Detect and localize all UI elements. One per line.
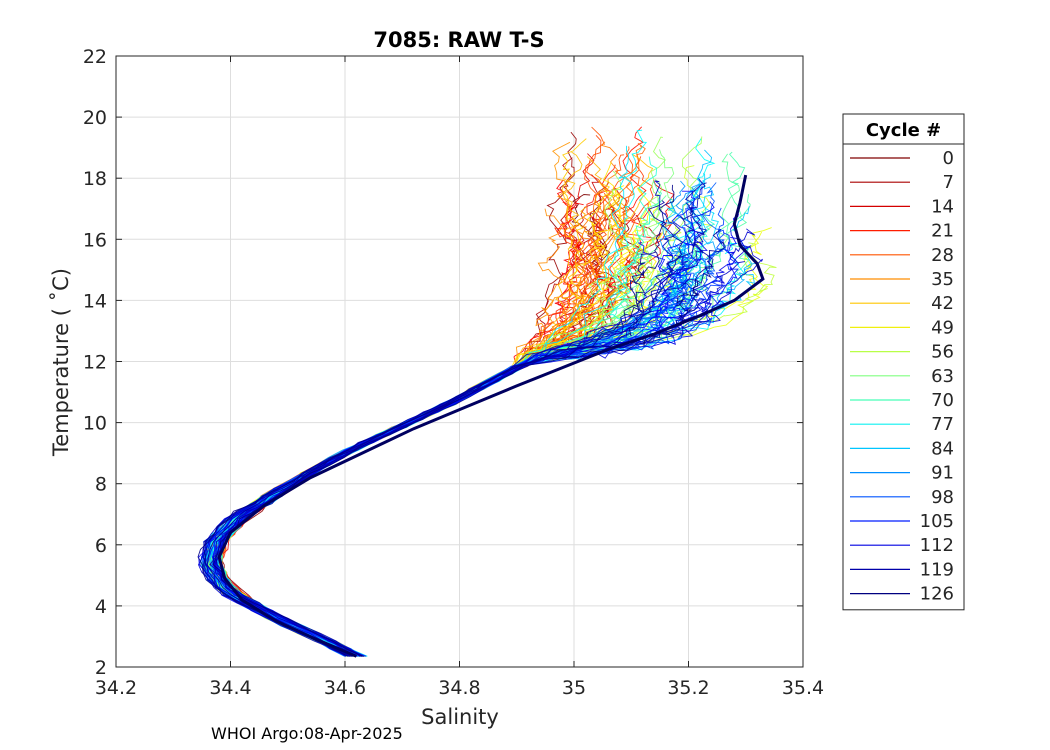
y-tick-label: 6 xyxy=(95,535,107,557)
cycle-profile xyxy=(217,222,583,657)
cycle-profile xyxy=(220,164,616,657)
grid-lines xyxy=(116,56,803,667)
cycle-profile xyxy=(211,126,647,657)
cycle-profile xyxy=(219,212,621,657)
cycle-profile xyxy=(218,157,578,657)
legend-label: 21 xyxy=(931,221,954,242)
cycle-profile xyxy=(216,141,619,657)
legend-label: 119 xyxy=(920,559,954,580)
x-tick-label: 34.4 xyxy=(209,677,251,699)
cycle-profile xyxy=(207,217,606,657)
cycle-profile xyxy=(211,229,703,657)
legend-label: 70 xyxy=(931,390,954,411)
cycle-profile xyxy=(216,131,577,657)
x-tick-label: 35 xyxy=(562,677,586,699)
axis-ticks: 34.2 34.4 34.6 34.8 35 35.2 35.4 2 4 6 8 10 12 14 16 18… xyxy=(83,46,824,699)
footer-credit: WHOI Argo:08-Apr-2025 xyxy=(211,724,403,743)
last-cycle-profile xyxy=(217,174,765,658)
legend-label: 56 xyxy=(931,342,954,363)
legend: Cycle #0 7 14 21 28 35 42 49 56 63 70 77 84 91 98 105 11… xyxy=(842,113,965,611)
cycle-profile xyxy=(205,293,712,657)
legend-label: 98 xyxy=(931,487,954,508)
cycle-profile xyxy=(221,154,625,657)
cycle-profile xyxy=(211,141,584,657)
cycle-profile xyxy=(205,142,646,657)
cycle-profile xyxy=(211,134,611,657)
y-tick-label: 22 xyxy=(83,46,107,68)
cycle-profile xyxy=(202,136,667,657)
y-tick-label: 2 xyxy=(95,657,107,679)
legend-label: 63 xyxy=(931,366,954,387)
y-tick-label: 8 xyxy=(95,474,107,496)
y-tick-label: 18 xyxy=(83,168,107,190)
cycle-profile xyxy=(218,224,584,657)
y-tick-label: 14 xyxy=(83,290,107,312)
legend-label: 14 xyxy=(931,196,954,217)
cycle-profile xyxy=(212,281,700,657)
y-tick-label: 4 xyxy=(95,596,107,618)
legend-label: 49 xyxy=(931,317,954,338)
y-axis-label: Temperature ( ˚C) xyxy=(49,268,73,457)
cycle-profile xyxy=(202,182,708,657)
y-tick-label: 12 xyxy=(83,352,107,374)
cycle-profile xyxy=(206,179,580,657)
cycle-profile xyxy=(220,208,611,657)
legend-box xyxy=(842,113,965,611)
cycle-profile xyxy=(203,229,725,657)
legend-label: 0 xyxy=(943,148,954,169)
x-tick-label: 35.2 xyxy=(667,677,709,699)
cycle-profile xyxy=(207,156,615,657)
cycle-profile xyxy=(206,232,740,657)
cycle-profile xyxy=(211,243,697,657)
cycle-profile xyxy=(210,174,602,657)
cycle-profile xyxy=(198,213,740,657)
cycle-profile xyxy=(211,183,717,657)
cycle-profile xyxy=(216,194,611,657)
ts-profiles xyxy=(197,126,777,658)
cycle-profile xyxy=(215,200,684,657)
y-tick-label: 20 xyxy=(83,107,107,129)
legend-label: 91 xyxy=(931,463,954,484)
legend-label: 35 xyxy=(931,269,954,290)
cycle-profile xyxy=(204,129,648,657)
x-tick-label: 34.8 xyxy=(438,677,480,699)
cycle-profile xyxy=(207,153,595,657)
legend-label: 112 xyxy=(920,535,954,556)
cycle-profile xyxy=(216,179,675,657)
y-tick-label: 10 xyxy=(83,413,107,435)
cycle-profile xyxy=(211,207,727,657)
legend-label: 105 xyxy=(920,511,954,532)
legend-title: Cycle # xyxy=(866,120,941,141)
legend-label: 84 xyxy=(931,438,954,459)
cycle-profile xyxy=(207,126,606,657)
chart-title: 7085: RAW T-S xyxy=(373,28,544,52)
x-axis-label: Salinity xyxy=(421,705,499,729)
cycle-profile xyxy=(213,238,691,657)
cycle-profile xyxy=(204,151,583,657)
y-tick-label: 16 xyxy=(83,229,107,251)
legend-label: 28 xyxy=(931,245,954,266)
cycle-profile xyxy=(199,185,703,657)
cycle-profile xyxy=(203,242,746,657)
x-tick-label: 34.6 xyxy=(324,677,366,699)
legend-label: 126 xyxy=(920,584,954,605)
cycle-profile xyxy=(207,231,763,657)
legend-label: 7 xyxy=(943,172,954,193)
cycle-profile xyxy=(215,249,701,657)
cycle-profile xyxy=(204,275,725,657)
legend-label: 77 xyxy=(931,414,954,435)
x-tick-label: 34.2 xyxy=(95,677,137,699)
legend-label: 42 xyxy=(931,293,954,314)
cycle-profile xyxy=(198,228,763,657)
cycle-profile xyxy=(210,138,587,657)
cycle-profile xyxy=(214,253,695,657)
x-tick-label: 35.4 xyxy=(782,677,824,699)
cycle-profile xyxy=(210,255,653,657)
cycle-profile xyxy=(197,184,675,657)
cycle-profile xyxy=(212,180,681,657)
